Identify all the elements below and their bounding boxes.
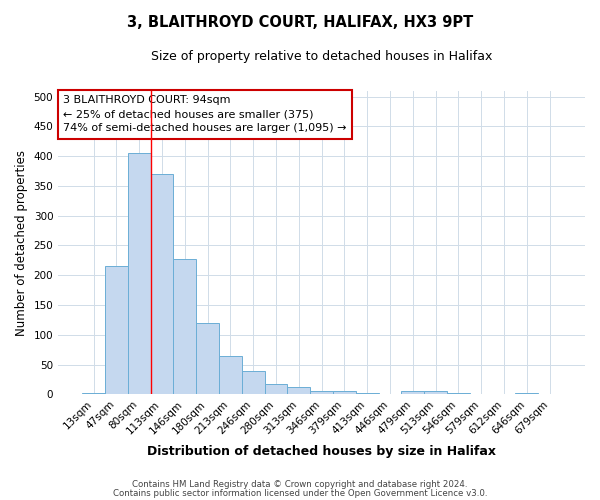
Title: Size of property relative to detached houses in Halifax: Size of property relative to detached ho…	[151, 50, 492, 63]
Bar	[401, 391, 424, 394]
Bar	[219, 356, 242, 395]
Bar	[515, 392, 538, 394]
Bar	[424, 392, 447, 394]
Text: Contains HM Land Registry data © Crown copyright and database right 2024.: Contains HM Land Registry data © Crown c…	[132, 480, 468, 489]
Y-axis label: Number of detached properties: Number of detached properties	[15, 150, 28, 336]
Bar	[333, 392, 356, 394]
Bar	[265, 384, 287, 394]
Bar	[242, 370, 265, 394]
Text: 3 BLAITHROYD COURT: 94sqm
← 25% of detached houses are smaller (375)
74% of semi: 3 BLAITHROYD COURT: 94sqm ← 25% of detac…	[64, 95, 347, 133]
X-axis label: Distribution of detached houses by size in Halifax: Distribution of detached houses by size …	[147, 444, 496, 458]
Bar	[128, 153, 151, 394]
Text: 3, BLAITHROYD COURT, HALIFAX, HX3 9PT: 3, BLAITHROYD COURT, HALIFAX, HX3 9PT	[127, 15, 473, 30]
Bar	[105, 266, 128, 394]
Bar	[287, 386, 310, 394]
Bar	[82, 392, 105, 394]
Bar	[196, 323, 219, 394]
Text: Contains public sector information licensed under the Open Government Licence v3: Contains public sector information licen…	[113, 488, 487, 498]
Bar	[173, 258, 196, 394]
Bar	[310, 392, 333, 394]
Bar	[151, 174, 173, 394]
